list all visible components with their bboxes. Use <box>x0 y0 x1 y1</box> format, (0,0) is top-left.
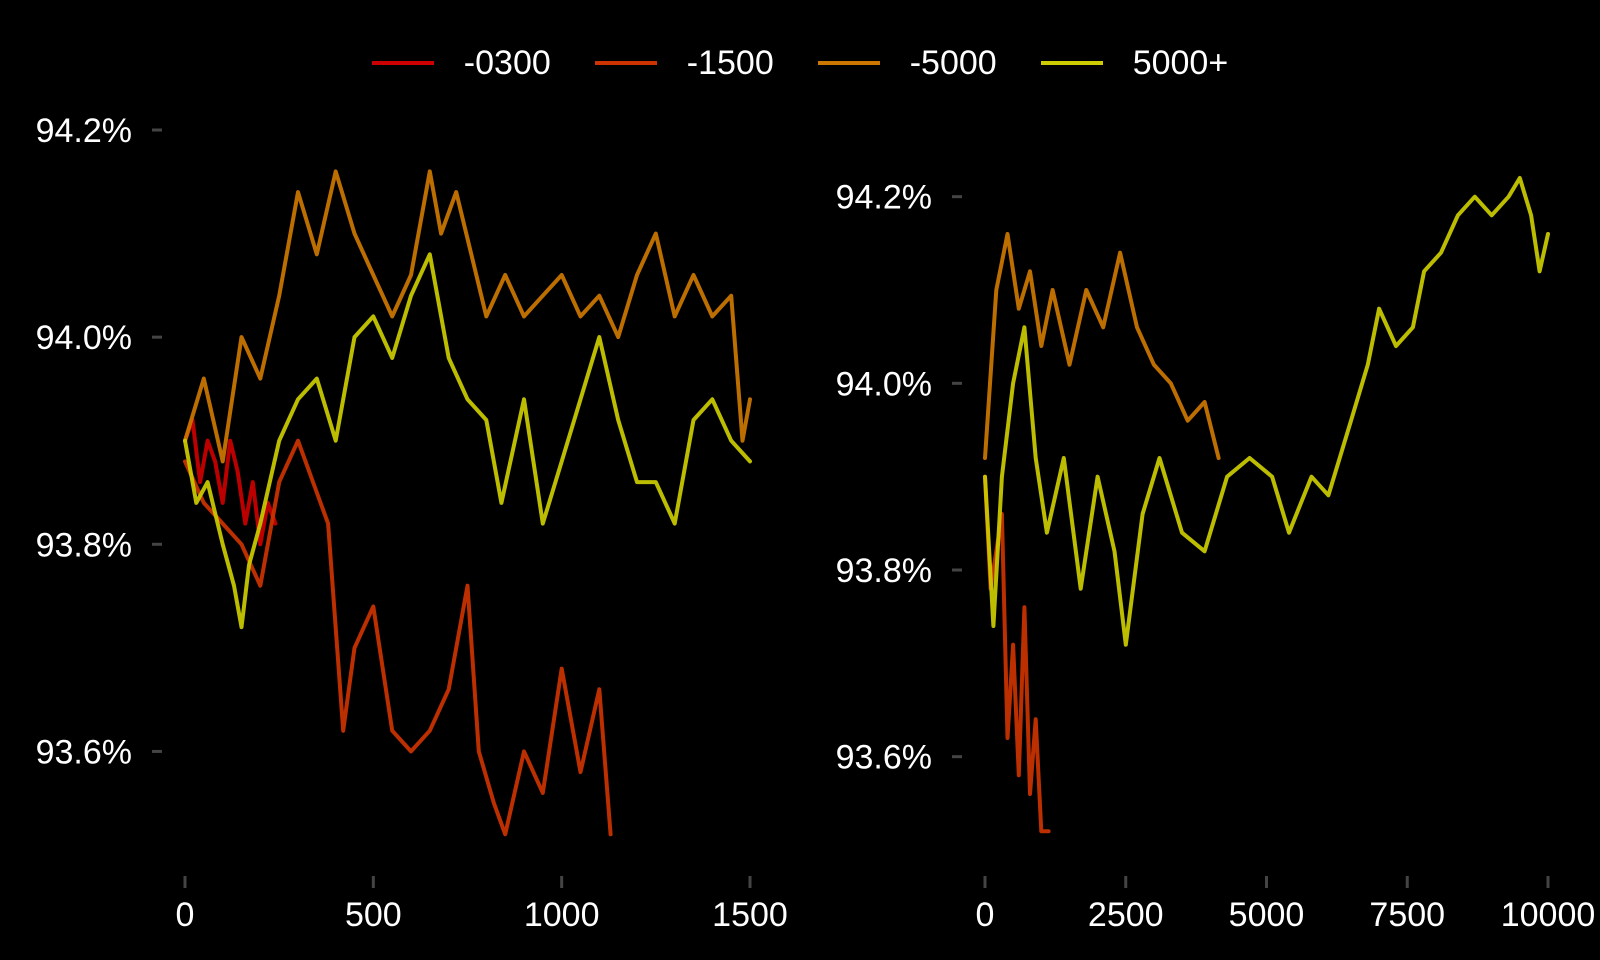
y-tick-label: 93.6% <box>836 739 932 777</box>
legend-swatch <box>817 61 880 65</box>
series-line-1500 <box>983 474 1051 834</box>
series-line-1500 <box>183 438 613 837</box>
legend-item: -5000 <box>817 43 997 83</box>
x-tick-label: 7500 <box>1369 896 1445 934</box>
legend-swatch <box>594 61 657 65</box>
x-tick-label: 10000 <box>1501 896 1596 934</box>
y-tick-label: 94.0% <box>36 319 132 357</box>
series-line-5000 <box>983 232 1221 460</box>
y-tick-label: 93.8% <box>36 526 132 564</box>
x-tick-label: 1000 <box>524 896 600 934</box>
y-tick-label: 94.2% <box>36 112 132 150</box>
x-tick-label: 2500 <box>1088 896 1164 934</box>
series-line-0300 <box>183 418 278 547</box>
series-line-5000 <box>183 169 752 464</box>
x-tick-label: 500 <box>345 896 402 934</box>
y-tick-label: 94.0% <box>836 365 932 403</box>
left-chart-panel: 93.6% 93.8% 94.0% 94.2% 0 500 1000 1500 <box>36 112 788 934</box>
series-line-5000 <box>183 252 752 630</box>
series-line-5000 <box>983 176 1550 647</box>
legend-label: 5000+ <box>1132 43 1229 82</box>
y-tick-label: 93.6% <box>36 733 132 771</box>
legend-item: -1500 <box>594 43 774 83</box>
legend-swatch <box>371 61 434 65</box>
legend-label: -0300 <box>463 43 551 82</box>
x-tick-label: 0 <box>176 896 195 934</box>
x-tick-label: 1500 <box>712 896 788 934</box>
right-chart-panel: 93.6% 93.8% 94.0% 94.2% 0 2500 5000 7500 10000 <box>836 176 1596 934</box>
legend-label: -1500 <box>686 43 774 82</box>
x-tick-label: 5000 <box>1229 896 1305 934</box>
legend: -0300 -1500 -5000 5000+ <box>0 38 1600 88</box>
y-tick-label: 93.8% <box>836 552 932 590</box>
legend-item: -0300 <box>371 43 551 83</box>
legend-item: 5000+ <box>1040 43 1229 83</box>
legend-label: -5000 <box>909 43 997 82</box>
y-tick-label: 94.2% <box>836 179 932 217</box>
x-tick-label: 0 <box>976 896 995 934</box>
legend-swatch <box>1040 61 1103 65</box>
